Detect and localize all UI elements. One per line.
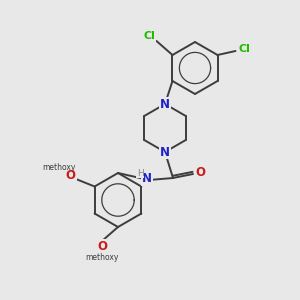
Text: methoxy: methoxy (85, 253, 119, 262)
Text: N: N (160, 146, 170, 158)
Text: O: O (97, 239, 107, 253)
Text: O: O (195, 167, 205, 179)
Text: Cl: Cl (238, 44, 250, 54)
Text: methoxy: methoxy (42, 163, 75, 172)
Text: N: N (160, 98, 170, 110)
Text: Cl: Cl (143, 31, 155, 41)
Text: O: O (66, 169, 76, 182)
Text: N: N (142, 172, 152, 185)
Text: H: H (136, 169, 143, 178)
